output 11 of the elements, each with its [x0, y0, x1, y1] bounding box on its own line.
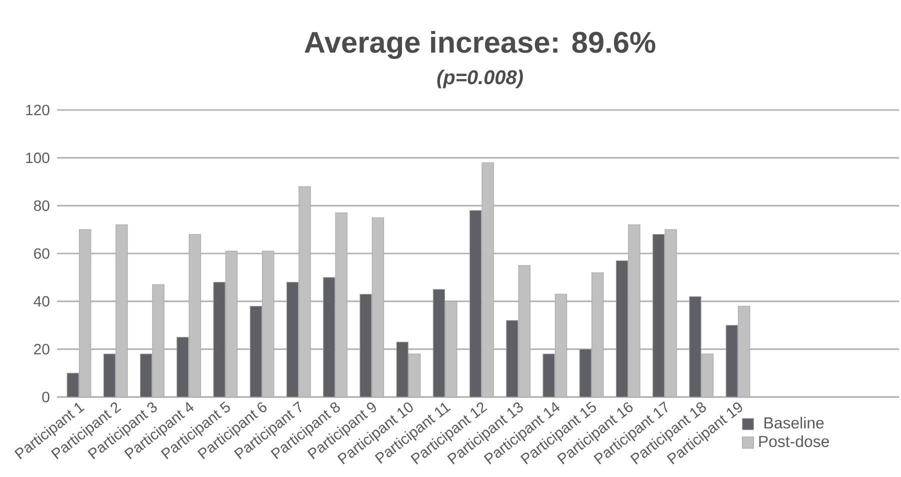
y-tick-label: 60 — [34, 248, 50, 259]
chart-subtitle: (p=0.008) — [437, 70, 523, 88]
y-tick-label: 100 — [26, 152, 50, 164]
legend-label: Post-dose — [759, 435, 829, 448]
y-tick-label: 120 — [26, 104, 50, 116]
chart-title: Average increase: 89.6% — [304, 31, 656, 59]
y-tick-label: 40 — [34, 296, 50, 307]
legend-label: Baseline — [764, 416, 824, 429]
y-tick-label: 0 — [42, 392, 50, 402]
y-tick-label: 20 — [34, 344, 50, 354]
y-tick-label: 80 — [34, 200, 50, 211]
